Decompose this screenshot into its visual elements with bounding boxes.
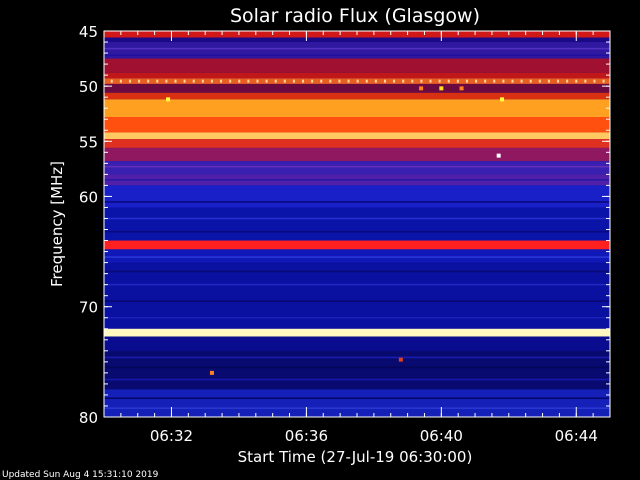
x-tick-label-0: 06:32 <box>150 427 193 445</box>
y-tick-label-4: 70 <box>79 299 98 317</box>
heatmap-stripe-12 <box>104 356 610 359</box>
burst-event-3 <box>419 86 424 91</box>
burst-event-1 <box>500 97 505 102</box>
updated-timestamp: Updated Sun Aug 4 15:31:10 2019 <box>2 470 159 480</box>
y-tick-label-5: 80 <box>79 409 98 427</box>
burst-event-4 <box>459 86 464 91</box>
heatmap-band-16 <box>104 207 610 241</box>
heatmap-stripe-1 <box>104 54 610 57</box>
x-tick-label-1: 06:36 <box>285 427 328 445</box>
y-axis: 45 50 55 60 70 80 <box>79 23 610 427</box>
heatmap-stripe-8 <box>104 270 610 273</box>
heatmap-stripe-14 <box>104 378 610 381</box>
heatmap-band-15 <box>104 185 610 208</box>
heatmap-band-21 <box>104 336 610 351</box>
heatmap-band-23 <box>104 389 610 417</box>
burst-event-2 <box>439 86 444 91</box>
heatmap-band-17 <box>104 240 610 250</box>
y-tick-label-2: 55 <box>79 133 98 151</box>
heatmap-stripe-16 <box>104 407 610 409</box>
x-tick-label-3: 06:44 <box>555 427 598 445</box>
heatmap-band-4 <box>104 72 610 79</box>
heatmap-band-10 <box>104 132 610 140</box>
heatmap-stripe-9 <box>104 283 610 286</box>
y-axis-label: Frequency [MHz] <box>48 161 66 287</box>
y-tick-label-1: 50 <box>79 78 98 96</box>
heatmap-stripe-3 <box>104 179 610 181</box>
heatmap-band-13 <box>104 161 610 175</box>
heatmap-band-20 <box>104 328 610 337</box>
heatmap-stripe-13 <box>104 366 610 369</box>
heatmap-stripe-2 <box>104 165 610 168</box>
heatmap-band-3 <box>104 58 610 73</box>
chart-title: Solar radio Flux (Glasgow) <box>230 5 480 27</box>
heatmap-stripe-11 <box>104 316 610 319</box>
burst-event-7 <box>496 153 501 158</box>
y-tick-label-3: 60 <box>79 188 98 206</box>
heatmap-band-6 <box>104 83 610 93</box>
x-axis: 06:32 06:36 06:40 06:44 <box>120 31 598 445</box>
x-tick-label-2: 06:40 <box>420 427 463 445</box>
heatmap-stripe-6 <box>104 230 610 233</box>
burst-event-5 <box>209 370 214 375</box>
interference-dots <box>110 79 605 83</box>
heatmap-band-1 <box>104 37 610 43</box>
heatmap-band-11 <box>104 139 610 148</box>
burst-event-6 <box>398 357 403 362</box>
heatmap-stripe-5 <box>104 217 610 220</box>
heatmap-band-2 <box>104 42 610 59</box>
heatmap-stripe-7 <box>104 256 610 258</box>
heatmap-band-8 <box>104 99 610 118</box>
y-tick-label-0: 45 <box>79 23 98 41</box>
heatmap-band-9 <box>104 117 610 133</box>
plot-area <box>104 31 610 417</box>
heatmap-stripe-4 <box>104 201 610 203</box>
heatmap-band-12 <box>104 147 610 162</box>
heatmap-band-7 <box>104 92 610 100</box>
burst-event-0 <box>166 97 171 102</box>
heatmap-band-22 <box>104 350 610 390</box>
heatmap-band-19 <box>104 262 610 329</box>
heatmap-stripe-15 <box>104 397 610 400</box>
heatmap-stripe-0 <box>104 47 610 50</box>
heatmap-band-18 <box>104 249 610 263</box>
x-axis-label: Start Time (27-Jul-19 06:30:00) <box>238 448 473 466</box>
heatmap-stripe-10 <box>104 300 610 302</box>
